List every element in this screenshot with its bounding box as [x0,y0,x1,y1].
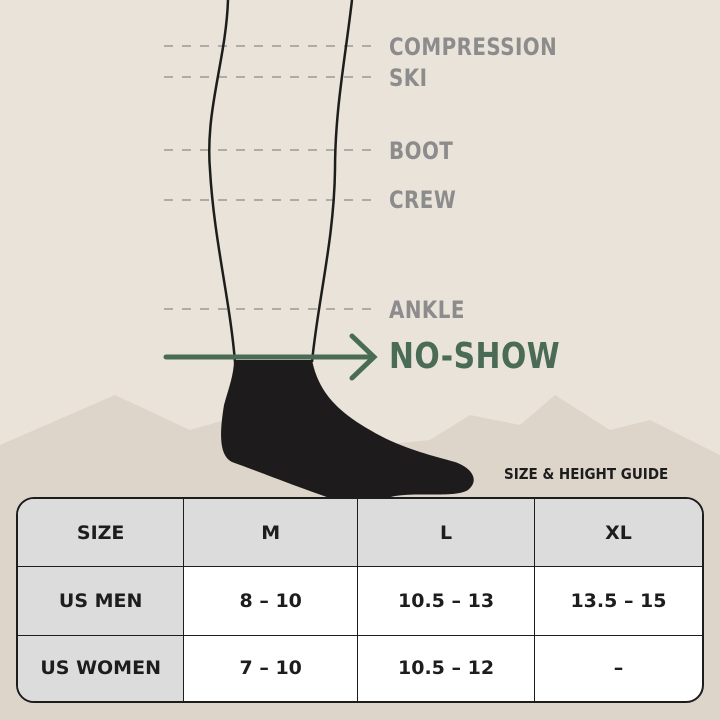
header-cell: M [184,499,359,568]
table-header-row: SIZE M L XL [18,499,702,568]
table-cell: 13.5 – 15 [534,567,702,636]
arrow-icon [163,333,378,381]
header-cell: XL [534,499,702,568]
row-label: US MEN [18,567,185,636]
table-cell: 10.5 – 12 [358,635,535,701]
table-row: US WOMEN 7 – 10 10.5 – 12 – [18,635,702,701]
sock-icon [221,360,474,503]
table-row: US MEN 8 – 10 10.5 – 13 13.5 – 15 [18,567,702,636]
guide-title: SIZE & HEIGHT GUIDE [504,465,669,483]
table-cell: 8 – 10 [184,567,359,636]
size-table: SIZE M L XL US MEN 8 – 10 10.5 – 13 13.5… [16,497,704,703]
height-label-boot: BOOT [389,137,454,165]
height-guide-lines [164,45,375,310]
height-label-no-show: NO-SHOW [389,336,561,377]
row-label: US WOMEN [18,635,185,701]
height-label-compression: COMPRESSION [389,33,558,61]
leg-outline-right [310,0,354,363]
header-cell: L [358,499,535,568]
table-cell: – [613,657,624,680]
leg-outline-left [208,0,237,363]
header-cell: SIZE [18,499,185,568]
height-label-ankle: ANKLE [389,296,465,324]
table-cell: 10.5 – 13 [358,567,535,636]
table-cell: 7 – 10 [184,635,359,701]
height-label-crew: CREW [389,186,457,214]
height-label-ski: SKI [389,64,428,92]
